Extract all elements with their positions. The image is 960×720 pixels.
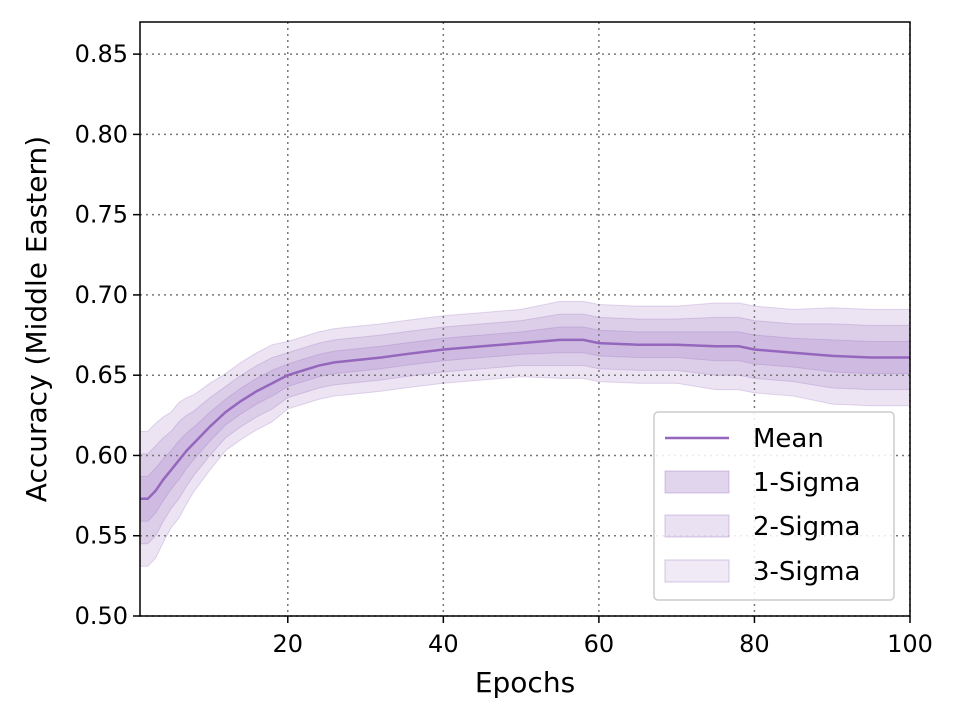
x-tick-label: 20 (273, 630, 304, 658)
legend-1sigma-label: 1-Sigma (753, 468, 860, 498)
y-tick-label: 0.55 (75, 522, 128, 550)
legend-box (653, 411, 895, 601)
axis-ticks: 20 40 60 80 100 0.50 0.55 0.60 0.65 0.70 0.75 0.80 0… (75, 40, 933, 658)
sigma-band-1 (140, 326, 910, 522)
legend-2sigma-label: 2-Sigma (753, 512, 860, 542)
y-tick-label: 0.85 (75, 40, 128, 68)
legend-2sigma-swatch (664, 514, 730, 538)
y-tick-label: 0.70 (75, 281, 128, 309)
y-tick-label: 0.65 (75, 361, 128, 389)
mean-line-layer (140, 338, 910, 501)
x-tick-label: 40 (428, 630, 459, 658)
plot-frame (139, 21, 911, 617)
sigma-band-3 (140, 300, 910, 567)
x-axis-label: Epochs (475, 666, 575, 699)
sigma-band-2 (140, 313, 910, 545)
sigma-bands (140, 300, 910, 567)
y-tick-label: 0.80 (75, 120, 128, 148)
y-axis-label: Accuracy (Middle Eastern) (20, 136, 53, 502)
legend-mean-label: Mean (753, 424, 824, 454)
x-tick-label: 60 (584, 630, 615, 658)
legend-3sigma-swatch (664, 559, 730, 583)
mean-line (140, 338, 910, 501)
legend-3sigma-label: 3-Sigma (753, 557, 860, 587)
y-tick-label: 0.75 (75, 201, 128, 229)
y-tick-label: 0.50 (75, 602, 128, 630)
legend: Mean 1-Sigma 2-Sigma 3-Sigma (653, 411, 895, 601)
x-tick-label: 80 (739, 630, 770, 658)
x-tick-label: 100 (887, 630, 933, 658)
legend-1sigma-swatch (664, 470, 730, 494)
y-tick-label: 0.60 (75, 441, 128, 469)
